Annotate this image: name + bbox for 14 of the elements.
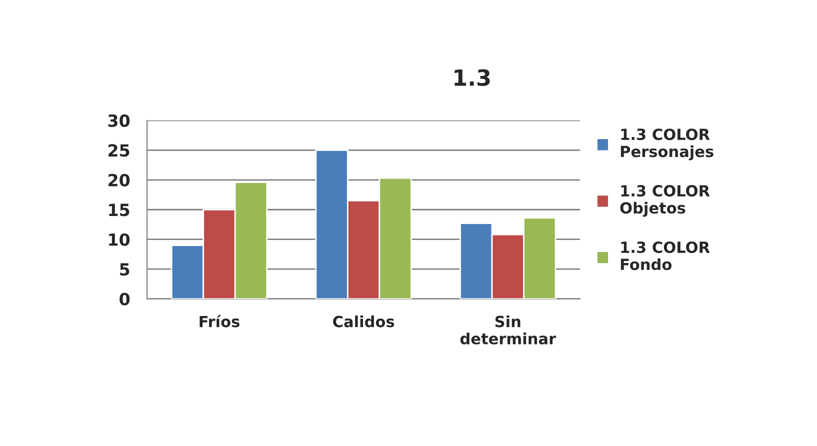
y-tick-label: 15: [109, 204, 130, 216]
legend-label: 1.3 COLOR Personajes: [620, 128, 714, 160]
y-tick-label: 10: [109, 233, 130, 246]
x-tick-label: Fríos: [200, 314, 240, 328]
y-tick-label: 0: [120, 292, 130, 306]
legend-label: 1.3 COLOR Objetos: [620, 185, 710, 217]
x-tick-label: Sin determinar: [460, 315, 556, 344]
y-tick-label: 5: [120, 263, 130, 276]
chart-title: 1.3: [454, 69, 490, 86]
y-tick-label: 30: [108, 114, 130, 127]
x-tick-label: Calidos: [333, 315, 394, 328]
y-tick-label: 20: [108, 174, 130, 186]
y-tick-label: 25: [108, 144, 130, 157]
legend-label: 1.3 COLOR Fondo: [620, 241, 710, 270]
